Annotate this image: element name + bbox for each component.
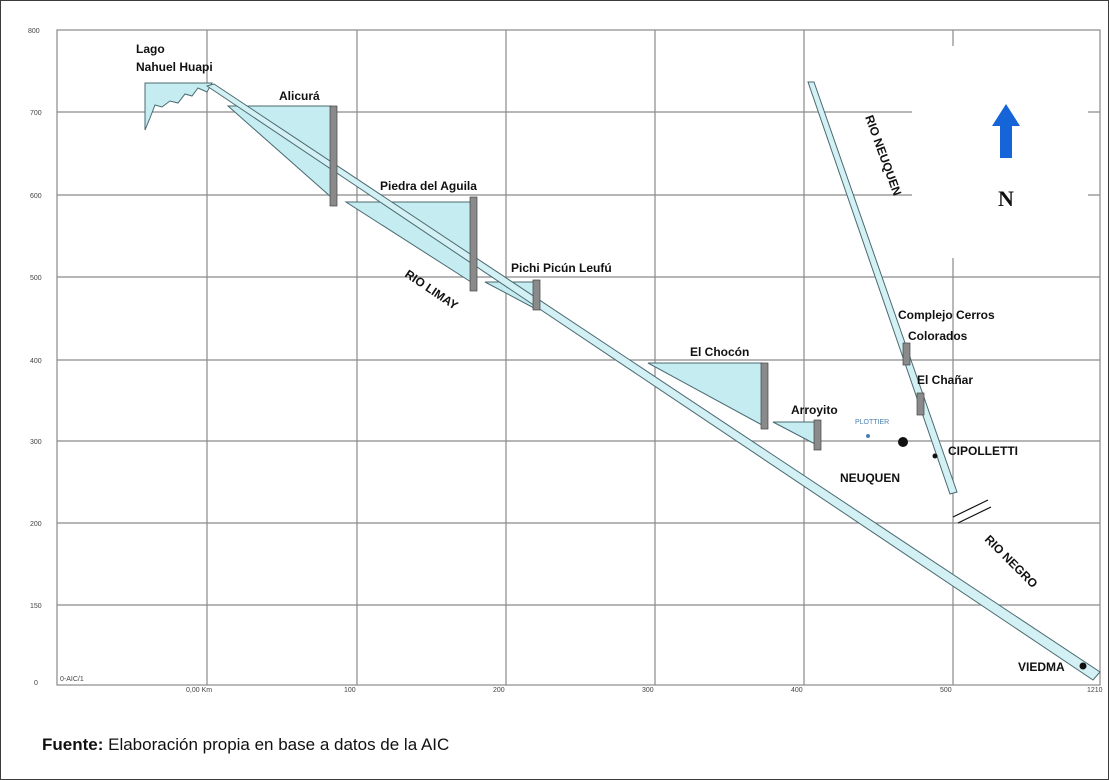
x-tick-label: 100	[344, 687, 356, 694]
source-caption: Fuente: Elaboración propia en base a dat…	[42, 735, 449, 755]
y-axis-labels: 800 700 600 500 400 300 200 150 0	[28, 28, 42, 687]
nahuel-huapi-label: Nahuel Huapi	[136, 60, 213, 74]
plot-border	[56, 29, 1101, 686]
source-text: Elaboración propia en base a datos de la…	[103, 735, 450, 754]
x-tick-label: 0,00 Km	[186, 687, 212, 694]
longitudinal-profile-diagram: 800 700 600 500 400 300 200 150 0 0,00 K…	[28, 28, 1103, 694]
y-tick-label: 0	[34, 680, 38, 687]
rio-negro-label: RIO NEGRO	[982, 532, 1040, 590]
piedra-del-aguila-label: Piedra del Aguila	[380, 179, 477, 193]
y-tick-label: 400	[30, 358, 42, 365]
lago-nahuel-huapi-reservoir	[144, 82, 213, 131]
y-tick-label: 150	[30, 603, 42, 610]
x-tick-label: 500	[940, 687, 952, 694]
viedma-label: VIEDMA	[1018, 660, 1065, 674]
rio-limay-label: RIO LIMAY	[402, 267, 460, 313]
north-label: N	[998, 186, 1014, 211]
y-tick-label: 300	[30, 439, 42, 446]
lago-label: Lago	[136, 42, 165, 56]
el-chocon-label: El Chocón	[690, 345, 749, 359]
cipolletti-label: CIPOLLETTI	[948, 444, 1018, 458]
y-tick-label: 500	[30, 275, 42, 282]
arroyito-dam	[813, 419, 822, 451]
rio-neuquen-label: RIO NEUQUEN	[862, 113, 904, 197]
rio-limay-negro-channel	[205, 83, 1101, 681]
y-tick-label: 200	[30, 521, 42, 528]
plottier-label: PLOTTIER	[855, 419, 889, 426]
colorados-label: Colorados	[908, 329, 968, 343]
neuquen-city-label: NEUQUEN	[840, 471, 900, 485]
el-chanar-dam	[916, 392, 925, 416]
place-labels: Lago Nahuel Huapi Alicurá Piedra del Agu…	[136, 42, 1065, 674]
x-tick-label: 200	[493, 687, 505, 694]
y-tick-label: 800	[28, 28, 40, 35]
complejo-cerros-label: Complejo Cerros	[898, 308, 995, 322]
alicura-dam	[329, 105, 338, 207]
x-tick-label: 300	[642, 687, 654, 694]
source-label: Fuente:	[42, 735, 104, 754]
viedma-dot	[1079, 662, 1087, 670]
piedra-del-aguila-dam	[469, 196, 478, 292]
alicura-label: Alicurá	[279, 89, 320, 103]
y-tick-label: 700	[30, 110, 42, 117]
x-tick-label: 400	[791, 687, 803, 694]
x-tick-label: 1210	[1087, 687, 1103, 694]
pichi-picun-leufu-dam	[532, 279, 541, 311]
cerros-colorados-dam	[902, 342, 911, 366]
plottier-dot	[866, 434, 870, 438]
y-tick-label: 600	[30, 193, 42, 200]
reservoirs	[144, 82, 816, 445]
scale-break-marker	[952, 499, 992, 524]
north-arrow-icon	[992, 104, 1020, 158]
neuquen-city-dot	[898, 437, 908, 447]
cipolletti-dot	[932, 453, 938, 459]
arroyito-label: Arroyito	[791, 403, 838, 417]
el-chocon-dam	[760, 362, 769, 430]
el-chanar-label: El Chañar	[917, 373, 973, 387]
pichi-picun-leufu-label: Pichi Picún Leufú	[511, 261, 612, 275]
x-axis-labels: 0,00 Km 100 200 300 400 500 1210 0-AIC/1	[60, 676, 1103, 694]
dams	[329, 105, 925, 451]
corner-label: 0-AIC/1	[60, 676, 84, 683]
